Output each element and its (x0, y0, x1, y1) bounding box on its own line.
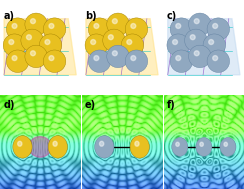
Circle shape (100, 141, 104, 146)
Circle shape (190, 35, 195, 40)
Circle shape (125, 18, 148, 40)
Circle shape (45, 40, 50, 44)
Circle shape (6, 50, 29, 72)
Circle shape (207, 18, 230, 40)
Circle shape (30, 19, 35, 24)
Circle shape (49, 56, 54, 60)
Circle shape (12, 23, 17, 29)
Circle shape (207, 50, 230, 72)
Circle shape (167, 34, 189, 56)
Circle shape (3, 34, 26, 56)
Text: b): b) (85, 11, 97, 21)
Circle shape (6, 18, 29, 40)
Circle shape (91, 40, 96, 44)
Circle shape (203, 34, 225, 56)
Circle shape (107, 13, 129, 36)
Circle shape (88, 50, 111, 72)
Circle shape (173, 40, 178, 44)
Circle shape (9, 40, 14, 44)
Circle shape (39, 34, 62, 56)
Circle shape (176, 23, 181, 29)
Circle shape (18, 141, 22, 146)
Text: e): e) (85, 100, 96, 110)
Polygon shape (4, 19, 76, 75)
Circle shape (25, 45, 47, 68)
Circle shape (135, 141, 139, 146)
Text: c): c) (167, 11, 177, 21)
Text: a): a) (3, 11, 14, 21)
Circle shape (21, 29, 43, 52)
Circle shape (27, 35, 31, 40)
Circle shape (25, 13, 47, 36)
Circle shape (43, 18, 66, 40)
Text: d): d) (3, 100, 15, 110)
Circle shape (220, 138, 236, 156)
Circle shape (94, 56, 99, 60)
Circle shape (131, 56, 136, 60)
Circle shape (94, 23, 99, 29)
Circle shape (176, 142, 179, 146)
Circle shape (112, 51, 117, 56)
Circle shape (194, 19, 199, 24)
Circle shape (107, 45, 129, 68)
Circle shape (131, 23, 136, 29)
Circle shape (12, 56, 17, 60)
Ellipse shape (29, 137, 51, 157)
Circle shape (108, 35, 113, 40)
Circle shape (121, 34, 144, 56)
Circle shape (209, 40, 214, 44)
Circle shape (53, 141, 57, 146)
Circle shape (30, 51, 35, 56)
Circle shape (127, 40, 132, 44)
Polygon shape (86, 19, 158, 75)
Circle shape (103, 29, 125, 52)
Circle shape (213, 56, 218, 60)
Circle shape (172, 138, 188, 156)
Circle shape (170, 50, 193, 72)
Circle shape (213, 23, 218, 29)
Circle shape (176, 56, 181, 60)
Circle shape (130, 136, 149, 158)
Circle shape (13, 136, 32, 158)
Circle shape (48, 136, 67, 158)
Circle shape (43, 50, 66, 72)
Polygon shape (168, 19, 240, 75)
Circle shape (88, 18, 111, 40)
Circle shape (112, 19, 117, 24)
Circle shape (200, 142, 203, 146)
Circle shape (196, 138, 212, 156)
Circle shape (85, 34, 108, 56)
Text: f): f) (167, 100, 176, 110)
Circle shape (189, 13, 211, 36)
Circle shape (194, 51, 199, 56)
Circle shape (95, 136, 114, 158)
Circle shape (189, 45, 211, 68)
Circle shape (125, 50, 148, 72)
Circle shape (170, 18, 193, 40)
Circle shape (185, 29, 207, 52)
Circle shape (224, 142, 227, 146)
Circle shape (49, 23, 54, 29)
